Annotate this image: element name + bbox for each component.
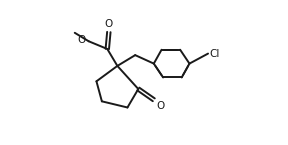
Text: O: O <box>156 101 164 111</box>
Text: Cl: Cl <box>210 49 220 59</box>
Text: O: O <box>77 35 86 45</box>
Text: O: O <box>105 19 113 29</box>
